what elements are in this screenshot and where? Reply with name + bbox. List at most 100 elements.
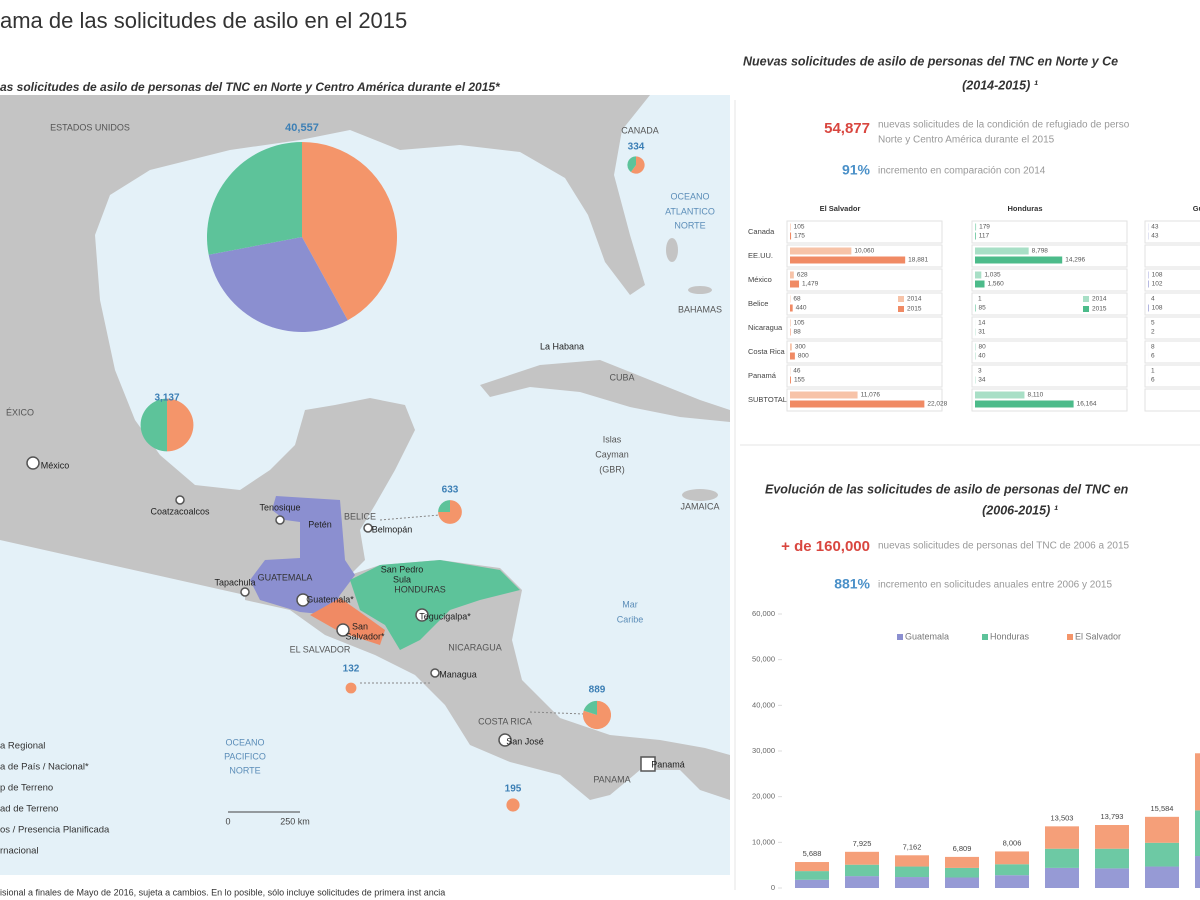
map-label: NICARAGUA (448, 642, 502, 652)
map-label: BELICE (344, 511, 376, 521)
el-salvador (310, 598, 385, 645)
map-label: JAMAICA (680, 501, 719, 511)
total-label: 7,925 (853, 839, 872, 848)
value-label: 1,035 (984, 272, 1001, 279)
bar-segment (795, 862, 829, 872)
map-label: CANADA (621, 125, 659, 135)
value-label: 1 (1151, 368, 1155, 375)
stat: + de 160,000 (781, 538, 870, 555)
map-label: Coatzacoalcos (150, 506, 210, 516)
bar (790, 232, 792, 240)
legend-item: 2014 (1092, 296, 1107, 303)
row-box (786, 316, 943, 340)
bar-segment (845, 864, 879, 877)
row-label: Panamá (748, 371, 777, 380)
bar-segment (1045, 848, 1079, 868)
map-label: 0 (225, 816, 230, 826)
office-marker (430, 668, 440, 678)
pie-label: 195 (505, 784, 522, 795)
pie-label: 334 (628, 142, 645, 153)
pie-slice (506, 798, 520, 812)
y-tick-label: 40,000 (752, 700, 775, 709)
row-box (786, 268, 943, 292)
row-box (971, 268, 1128, 292)
total-label: 8,006 (1003, 838, 1022, 847)
row-box (1144, 268, 1200, 292)
value-label: 80 (978, 344, 986, 351)
value-label: 440 (796, 305, 807, 312)
map-label: San Pedro (381, 564, 424, 574)
total-label: 13,503 (1051, 813, 1074, 822)
legend-item: a de País / Nacional* (0, 762, 89, 773)
bar-segment (1095, 868, 1129, 888)
legend-item: Guatemala (905, 631, 949, 641)
value-label: 108 (1152, 272, 1163, 279)
bar (975, 223, 977, 231)
legend-swatch (897, 634, 903, 640)
bar-segment (795, 871, 829, 880)
pie-slice (630, 156, 645, 174)
bar (975, 232, 976, 240)
panel-title: Evolución de las solicitudes de asilo de… (765, 482, 1129, 496)
legend-item: 2014 (907, 296, 922, 303)
bar-segment (795, 879, 829, 888)
panel-header: El Salvador (820, 204, 861, 213)
pie-slice (167, 398, 194, 452)
honduras (350, 560, 520, 650)
bar-segment (995, 851, 1029, 865)
map-label: Managua (439, 669, 477, 679)
bar (790, 256, 906, 264)
value-label: 34 (978, 377, 986, 384)
pie-slice (140, 398, 167, 452)
bar (790, 280, 800, 288)
office-marker (363, 523, 373, 533)
bar (975, 391, 1025, 399)
map-label: ÉXICO (6, 407, 34, 417)
pie-label: 633 (442, 485, 459, 496)
legend-item: El Salvador (1075, 631, 1121, 641)
total-label: 15,584 (1151, 804, 1174, 813)
pie-slice (208, 237, 348, 333)
office-marker (640, 756, 656, 772)
panel-title: (2006-2015) ¹ (982, 503, 1059, 517)
value-label: 1,560 (988, 281, 1005, 288)
row-label: Nicaragua (748, 323, 783, 332)
bar (975, 400, 1074, 408)
panel-title: Nuevas solicitudes de asilo de personas … (743, 54, 1118, 68)
bahamas (688, 286, 712, 294)
y-tick-label: 20,000 (752, 792, 775, 801)
bar (975, 256, 1063, 264)
pie-slice (302, 142, 397, 321)
stat-text: incremento en comparación con 2014 (878, 166, 1046, 177)
office-marker (175, 495, 185, 505)
value-label: 5 (1151, 320, 1155, 327)
row-box (786, 388, 943, 412)
value-label: 105 (794, 224, 805, 231)
row-box (786, 220, 943, 244)
bar-segment (945, 867, 979, 878)
value-label: 117 (979, 233, 990, 240)
pie-slice (207, 142, 302, 255)
value-label: 4 (1151, 296, 1155, 303)
map-label: Petén (308, 519, 332, 529)
value-label: 6 (1151, 353, 1155, 360)
bar-segment (1195, 753, 1200, 811)
map-label: Sula (393, 574, 411, 584)
map-label: BAHAMAS (678, 304, 722, 314)
row-label: México (748, 275, 772, 284)
row-box (786, 364, 943, 388)
legend-swatch (898, 296, 904, 302)
pie-slice (627, 156, 636, 172)
value-label: 10,060 (854, 248, 874, 255)
legend-swatch (1083, 306, 1089, 312)
row-label: Costa Rica (748, 347, 786, 356)
map-label: Salvador* (345, 631, 385, 641)
value-label: 11,076 (861, 392, 881, 399)
bar (790, 376, 791, 384)
bar-segment (1045, 867, 1079, 888)
row-box (1144, 316, 1200, 340)
office-marker (336, 623, 350, 637)
stat-text: nuevas solicitudes de la condición de re… (878, 120, 1130, 131)
row-box (971, 340, 1128, 364)
bar-segment (945, 856, 979, 868)
